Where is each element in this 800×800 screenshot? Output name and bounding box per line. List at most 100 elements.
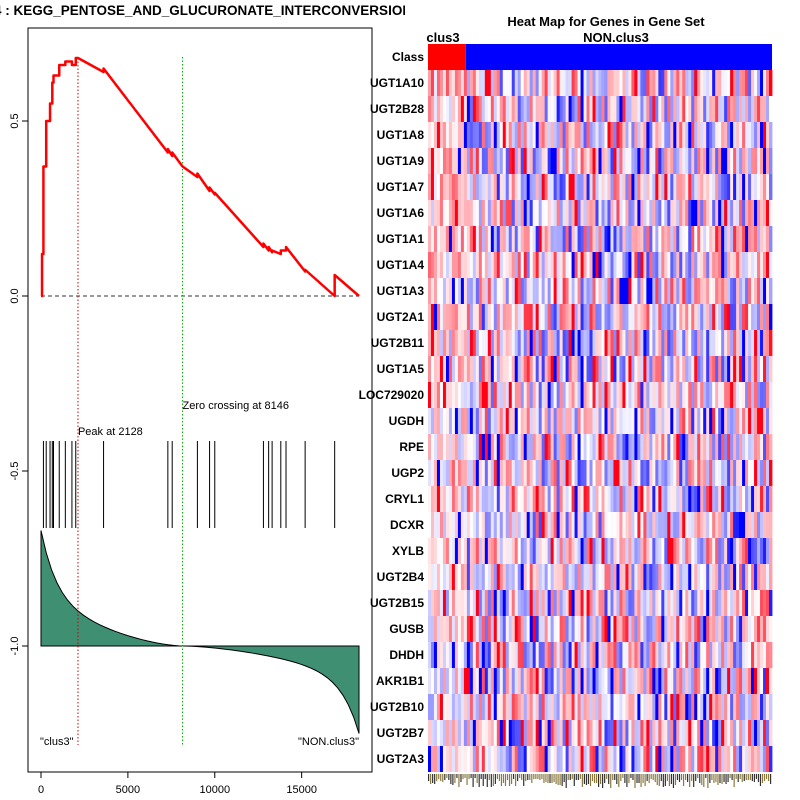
heatmap-cell — [505, 96, 510, 122]
heatmap-cell — [631, 642, 635, 668]
heatmap-cell — [436, 538, 441, 564]
heatmap-cell — [445, 174, 450, 200]
heatmap-cell — [748, 434, 752, 460]
heatmap-cell — [685, 694, 689, 720]
heatmap-cell — [556, 226, 561, 252]
heatmap-cell — [658, 642, 662, 668]
heatmap-cell — [607, 200, 611, 226]
heatmap-cell — [466, 174, 471, 200]
heatmap-cell — [520, 408, 525, 434]
heatmap-cell — [439, 720, 444, 746]
heatmap-cell — [454, 512, 459, 538]
heatmap-cell — [562, 642, 566, 668]
heatmap-cell — [631, 564, 635, 590]
heatmap-cell — [679, 96, 683, 122]
sample-label-mark — [498, 774, 501, 781]
heatmap-cell — [601, 174, 605, 200]
heatmap-cell — [649, 408, 653, 434]
heatmap-cell — [676, 460, 680, 486]
heatmap-cell — [562, 694, 566, 720]
heatmap-cell — [646, 616, 650, 642]
heatmap-cell — [643, 382, 647, 408]
heatmap-cell — [697, 720, 701, 746]
sample-label-mark — [476, 774, 478, 783]
heatmap-cell — [643, 460, 647, 486]
heatmap-cell — [688, 70, 692, 96]
heatmap-cell — [628, 330, 632, 356]
heatmap-cell — [748, 564, 752, 590]
sample-label-mark — [508, 774, 511, 786]
heatmap-cell — [685, 564, 689, 590]
heatmap-cell — [667, 512, 671, 538]
heatmap-cell — [445, 382, 450, 408]
heatmap-cell — [484, 70, 489, 96]
heatmap-cell — [616, 590, 620, 616]
heatmap-cell — [607, 512, 611, 538]
heatmap-cell — [490, 330, 495, 356]
heatmap-cell — [577, 382, 581, 408]
heatmap-cell — [475, 226, 480, 252]
heatmap-cell — [730, 356, 734, 382]
heatmap-cell — [607, 330, 611, 356]
heatmap-cell — [613, 538, 617, 564]
y-tick-label: 0.0 — [9, 288, 21, 303]
heatmap-cell — [481, 122, 486, 148]
heatmap-cell — [586, 512, 590, 538]
heatmap-cell — [733, 460, 737, 486]
heatmap-cell — [589, 694, 593, 720]
sample-label-mark — [648, 774, 650, 783]
heatmap-cell — [700, 538, 704, 564]
heatmap-cell — [769, 538, 773, 564]
heatmap-cell — [763, 694, 767, 720]
heatmap-cell — [541, 304, 546, 330]
heatmap-cell — [448, 278, 453, 304]
heatmap-cell — [640, 564, 644, 590]
heatmap-cell — [703, 564, 707, 590]
heatmap-cell — [604, 252, 608, 278]
heatmap-cell — [703, 408, 707, 434]
heatmap-cell — [622, 96, 626, 122]
heatmap-cell — [673, 174, 677, 200]
heatmap-cell — [610, 226, 614, 252]
heatmap-cell — [700, 356, 704, 382]
heatmap-cell — [511, 96, 516, 122]
heatmap-cell — [739, 460, 743, 486]
heatmap-cell — [745, 668, 749, 694]
heatmap-cell — [481, 642, 486, 668]
heatmap-cell — [724, 122, 728, 148]
heatmap-cell — [604, 642, 608, 668]
heatmap-cell — [454, 616, 459, 642]
heatmap-cell — [511, 694, 516, 720]
heatmap-cell — [613, 668, 617, 694]
heatmap-cell — [436, 408, 441, 434]
heatmap-cell — [631, 538, 635, 564]
heatmap-cell — [670, 512, 674, 538]
heatmap-cell — [700, 616, 704, 642]
heatmap-cell — [469, 304, 474, 330]
heatmap-cell — [511, 746, 516, 772]
heatmap-cell — [490, 148, 495, 174]
heatmap-cell — [544, 148, 549, 174]
heatmap-cell — [616, 694, 620, 720]
heatmap-cell — [541, 278, 546, 304]
heatmap-cell — [541, 330, 546, 356]
heatmap-cell — [640, 304, 644, 330]
heatmap-cell — [553, 746, 558, 772]
heatmap-cell — [667, 538, 671, 564]
heatmap-cell — [739, 668, 743, 694]
heatmap-cell — [463, 590, 468, 616]
heatmap-cell — [691, 590, 695, 616]
heatmap-cell — [622, 512, 626, 538]
heatmap-cell — [523, 616, 528, 642]
heatmap-cell — [532, 720, 537, 746]
heatmap-cell — [562, 148, 566, 174]
heatmap-cell — [562, 96, 566, 122]
heatmap-row — [428, 122, 773, 148]
heatmap-cell — [541, 512, 546, 538]
heatmap-cell — [487, 252, 492, 278]
heatmap-cell — [553, 174, 558, 200]
sample-label-mark — [616, 774, 618, 784]
heatmap-cell — [742, 122, 746, 148]
heatmap-row — [428, 70, 773, 96]
heatmap-cell — [550, 70, 555, 96]
